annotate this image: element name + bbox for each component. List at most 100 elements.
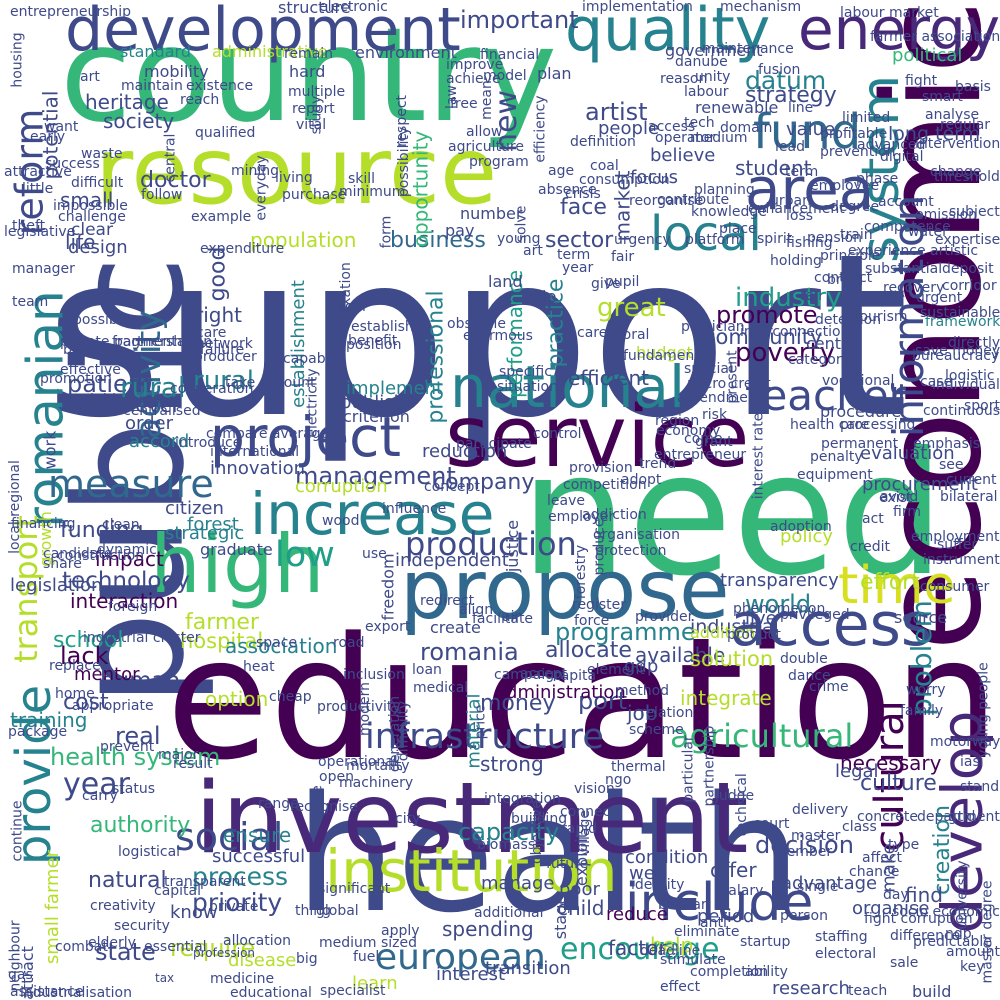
word-european: european [375,937,546,978]
word-forest: forest [187,514,239,535]
word-holding: holding [770,253,822,269]
word-single: single [797,879,839,895]
word-ability: ability [745,964,788,980]
word-effective: effective [60,362,121,378]
word-factor: factor [608,936,667,960]
word-reorganise: reorganise [629,193,704,209]
word-pay: pay [445,221,475,240]
word-ensure: ensure [223,823,292,847]
word-labour: labour [684,84,729,100]
word-implement: implement [346,378,444,399]
word-artist: artist [585,98,648,126]
word-environment: environment [355,43,457,62]
word-continue: continue [8,800,25,861]
word-association: association [225,634,338,658]
word-encourage: encourage [560,932,720,967]
word-position: position [346,337,402,353]
word-business: business [390,228,486,253]
word-mining: mining [231,163,280,179]
word-port: port [578,687,628,715]
word-introduce: introduce [175,435,242,451]
word-analyse: analyse [925,107,980,123]
word-coal: coal [590,158,619,174]
word-subject: subject [949,204,1000,220]
word-sustainable: sustainable [920,305,1000,321]
word-producer: producer [194,349,257,365]
word-area: area [745,155,875,223]
word-price: price [471,704,488,739]
word-share: share [43,556,82,572]
word-efficiency: efficiency [532,94,549,163]
word-person: person [780,908,828,924]
word-iasi: iasi [960,754,984,770]
word-delivery: delivery [792,802,849,818]
word-life: life [65,230,96,254]
word-management: management [295,462,456,490]
word-capital: capital [154,883,202,899]
word-carry: carry [82,788,118,804]
word-contract: contract [814,270,873,286]
word-successful: successful [212,846,306,867]
word-road: road [333,635,365,651]
word-student: student [735,156,812,180]
word-addition: addition [690,623,756,642]
word-logistic: logistic [945,368,995,384]
word-fight-corruption: fight corruption [864,911,973,927]
word-design: design [68,237,128,258]
word-rural: rural [120,371,186,404]
word-administrative: administrative [212,42,328,61]
word-regional: regional [840,291,897,307]
word-connect: connect [560,804,616,820]
word-gas: gas [8,967,33,983]
word-absence: absence [538,182,597,198]
word-startup: startup [740,934,791,950]
word-scheme: scheme [629,722,684,738]
word-legal: legal [835,761,879,782]
word-waste: waste [81,146,123,162]
word-regular: regular [940,117,991,133]
word-contribute: contribute [657,192,730,208]
word-forestry: forestry [573,544,590,600]
word-phase: phase [856,171,899,187]
word-accord: accord [129,431,190,452]
word-redirect: redirect [420,593,475,609]
word-stimulate: stimulate [660,952,726,968]
word-effect: effect [660,979,701,995]
word-significant: significant [318,881,391,897]
word-promote: promote [716,301,818,329]
word-renewable: renewable [695,98,779,117]
word-resource: resource [95,117,498,225]
word-product: product [727,627,781,643]
word-capita: capita [553,668,597,684]
word-believe: believe [650,145,716,166]
word-authority: authority [90,813,191,838]
word-medical: medical [413,680,469,696]
word-replace: replace [49,658,101,674]
word-programme: programme [555,618,696,646]
word-career: career [577,325,622,341]
word-publish: publish [340,392,406,413]
word-moral: moral [609,327,650,343]
word-criterion: criterion [343,407,410,426]
word-situation: situation [497,379,558,395]
word-support: support [45,206,909,468]
word-penalty: penalty [810,449,863,465]
word-social: social [175,815,284,859]
word-construction: construction [57,548,145,564]
word-allocate: allocate [545,638,632,663]
word-special: special [684,361,733,377]
word-staffing: staffing [815,929,868,945]
word-package: package [8,724,68,740]
word-save-money: save money [915,343,1000,359]
word-participate: participate [456,436,532,452]
word-taxation: taxation [337,262,354,320]
word-relation: relation [640,705,694,721]
word-efficient: efficient [568,366,650,390]
word-population: population [250,228,357,252]
word-digital: digital [880,149,924,165]
word-international: international [210,444,300,460]
word-patient: patient [67,370,153,398]
word-creativity: creativity [90,898,156,914]
word-condition: condition [625,847,709,868]
